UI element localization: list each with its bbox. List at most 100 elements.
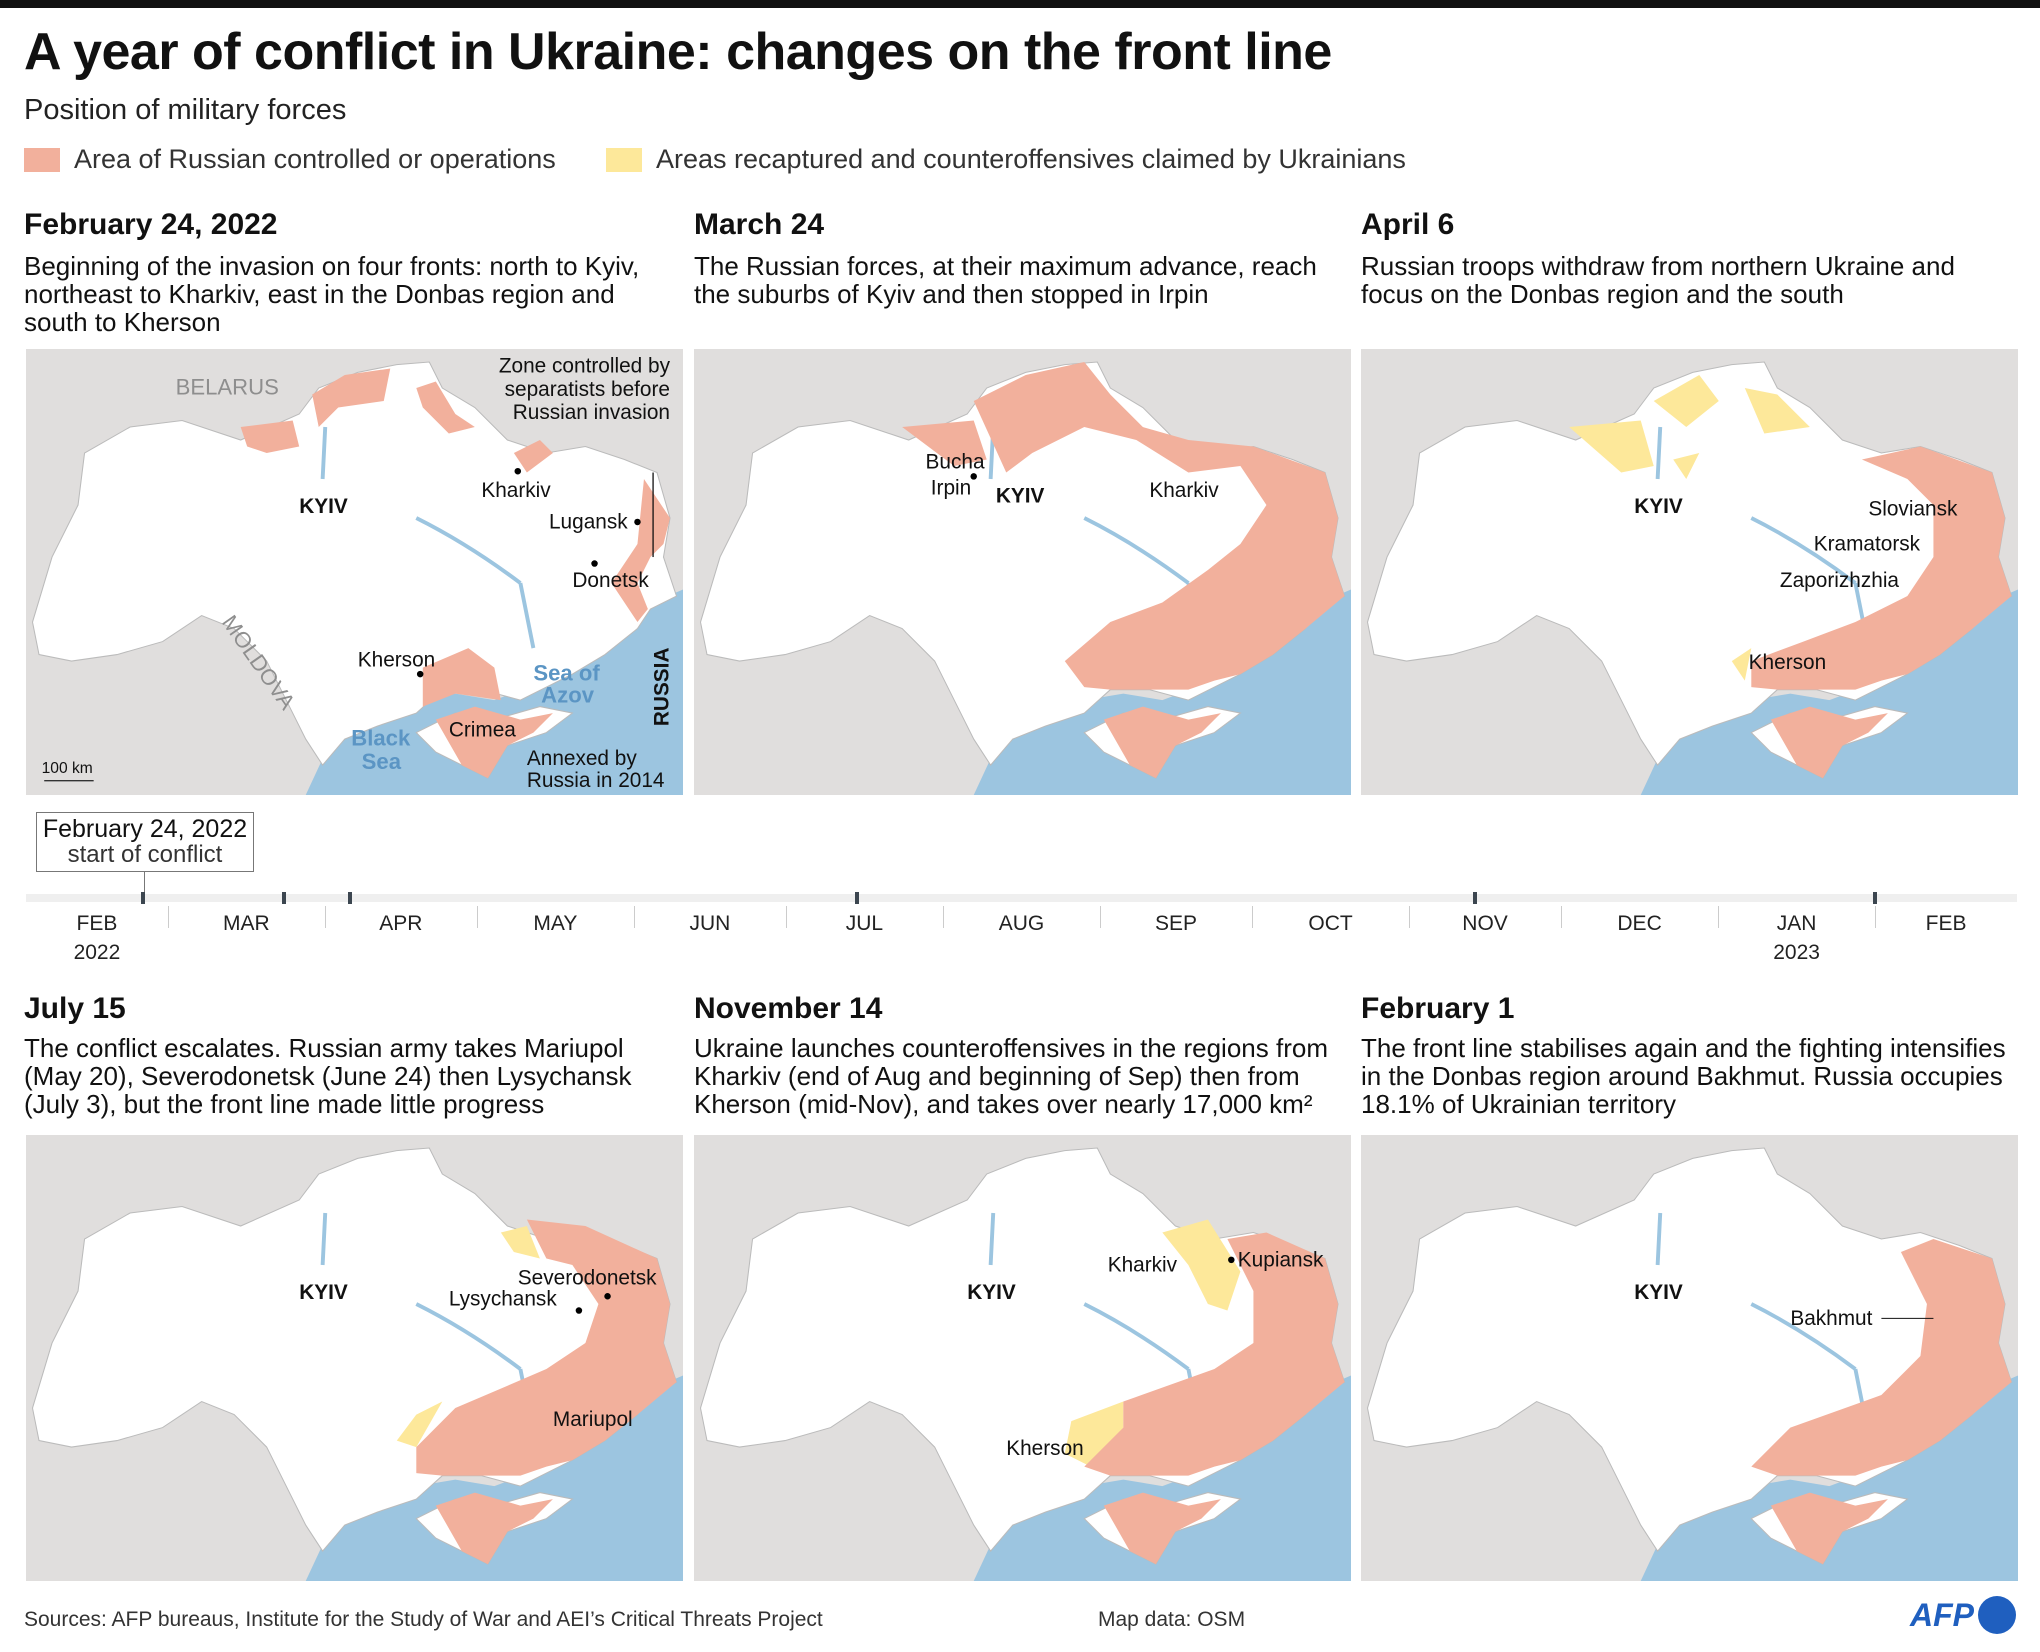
page-subtitle: Position of military forces	[24, 94, 347, 126]
month-label: MAY	[533, 912, 578, 935]
month-separator	[942, 906, 944, 928]
month-label: DEC	[1617, 912, 1662, 935]
label-lugansk: Lugansk	[549, 510, 628, 533]
afp-logo: AFP	[1910, 1596, 2016, 1634]
panel-title: November 14	[694, 992, 883, 1025]
scale-bar-label: 100 km	[42, 760, 93, 777]
month-label: JUL	[845, 912, 884, 935]
label-kramatorsk: Kramatorsk	[1814, 533, 1921, 556]
month-separator	[1875, 906, 1877, 928]
event-tick	[1472, 892, 1477, 904]
label-mariupol: Mariupol	[553, 1408, 633, 1431]
panel-title: March 24	[694, 208, 825, 241]
label-zone: separatists before	[505, 378, 670, 401]
month-label: NOV	[1462, 912, 1508, 935]
event-tick	[282, 892, 287, 904]
panel-title: July 15	[24, 992, 126, 1025]
legend-ukrainian: Areas recaptured and counteroffensives c…	[606, 144, 1406, 175]
label-black-sea: Sea	[362, 749, 402, 774]
label-kyiv: KYIV	[996, 484, 1045, 507]
event-tick	[140, 892, 145, 904]
panel-description: The conflict escalates. Russian army tak…	[24, 1033, 632, 1119]
legend-label: Area of Russian controlled or operations	[74, 144, 556, 174]
label-sea-of-azov: Sea of	[533, 661, 600, 686]
month-label: JUN	[689, 912, 731, 935]
event-tick	[1873, 892, 1878, 904]
legend-swatch-russian	[24, 147, 60, 172]
label-kharkiv: Kharkiv	[1149, 479, 1219, 502]
label-kherson: Kherson	[1749, 651, 1826, 674]
label-annexed: Russia in 2014	[527, 769, 665, 792]
month-separator	[633, 906, 635, 928]
month-separator	[324, 906, 326, 928]
month-separator	[1718, 906, 1720, 928]
month-label: OCT	[1308, 912, 1353, 935]
timeline-bar	[26, 894, 2017, 902]
label-kyiv: KYIV	[1634, 495, 1683, 518]
panel-title: February 1	[1361, 992, 1515, 1025]
map-apr-6: KYIV Sloviansk Kramatorsk Zaporizhzhia K…	[1361, 349, 2018, 795]
label-severodonetsk: Severodonetsk	[518, 1267, 657, 1290]
year-label: 2022	[73, 941, 121, 964]
label-kherson: Kherson	[358, 648, 435, 671]
map-feb-24: BELARUS MOLDOVA RUSSIA KYIV Kharkiv Luga…	[26, 349, 683, 795]
label-zone: Zone controlled by	[499, 354, 671, 377]
label-kharkiv: Kharkiv	[481, 479, 551, 502]
callout-text: start of conflict	[67, 841, 223, 868]
panel-description: Beginning of the invasion on four fronts…	[24, 251, 640, 337]
map-data-credit: Map data: OSM	[1098, 1608, 1246, 1631]
label-kyiv: KYIV	[1634, 1281, 1683, 1304]
label-sloviansk: Sloviansk	[1868, 497, 1958, 520]
label-irpin: Irpin	[931, 477, 971, 500]
month-label: MAR	[223, 912, 270, 935]
label-belarus: BELARUS	[176, 375, 279, 400]
label-bucha: Bucha	[926, 451, 985, 474]
label-black-sea: Black	[351, 726, 411, 751]
callout-leader	[144, 872, 145, 896]
page-title: A year of conflict in Ukraine: changes o…	[24, 23, 1332, 81]
month-separator	[1252, 906, 1253, 928]
timeline-callout: February 24, 2022 start of conflict	[36, 812, 254, 872]
map-nov-14: KYIV Kharkiv Kupiansk Kherson	[694, 1135, 1351, 1581]
month-separator	[1100, 906, 1102, 928]
map-jul-15: KYIV Severodonetsk Lysychansk Mariupol	[26, 1135, 683, 1581]
label-annexed: Annexed by	[527, 747, 637, 770]
map-mar-24: Bucha Irpin KYIV Kharkiv	[694, 349, 1351, 795]
label-kharkiv: Kharkiv	[1108, 1254, 1178, 1277]
label-sea-of-azov: Azov	[541, 683, 595, 708]
legend-swatch-ukrainian	[606, 147, 642, 172]
legend-label: Areas recaptured and counteroffensives c…	[656, 144, 1406, 174]
label-russia: RUSSIA	[651, 648, 674, 727]
panel-description: The front line stabilises again and the …	[1361, 1033, 2006, 1119]
legend-russian: Area of Russian controlled or operations	[24, 144, 556, 175]
label-kherson: Kherson	[1006, 1437, 1083, 1460]
month-label: FEB	[1925, 912, 1967, 935]
month-separator	[1409, 906, 1411, 928]
month-label: SEP	[1155, 912, 1198, 935]
month-label: FEB	[76, 912, 118, 935]
label-donetsk: Donetsk	[572, 569, 649, 592]
panel-title: February 24, 2022	[24, 208, 278, 241]
event-tick	[348, 892, 353, 904]
afp-logo-dot	[1978, 1596, 2016, 1634]
top-bar	[0, 0, 2040, 8]
label-zaporizhzhia: Zaporizhzhia	[1780, 569, 1900, 592]
label-kyiv: KYIV	[299, 1281, 348, 1304]
russian-areas	[240, 368, 670, 779]
label-zone: Russian invasion	[513, 401, 670, 424]
label-kyiv: KYIV	[299, 495, 348, 518]
month-separator	[785, 906, 787, 928]
panel-title: April 6	[1361, 208, 1455, 241]
panel-description: Ukraine launches counteroffensives in th…	[694, 1033, 1328, 1119]
year-label: 2023	[1773, 941, 1820, 964]
month-label: AUG	[998, 912, 1045, 935]
label-bakhmut: Bakhmut	[1790, 1307, 1872, 1330]
event-tick	[854, 892, 859, 904]
panel-description: The Russian forces, at their maximum adv…	[694, 251, 1317, 309]
label-kyiv: KYIV	[967, 1281, 1016, 1304]
month-label: APR	[379, 912, 423, 935]
month-separator	[476, 906, 478, 928]
month-label: JAN	[1776, 912, 1817, 935]
afp-logo-text: AFP	[1910, 1596, 1974, 1633]
month-separator	[1561, 906, 1563, 928]
